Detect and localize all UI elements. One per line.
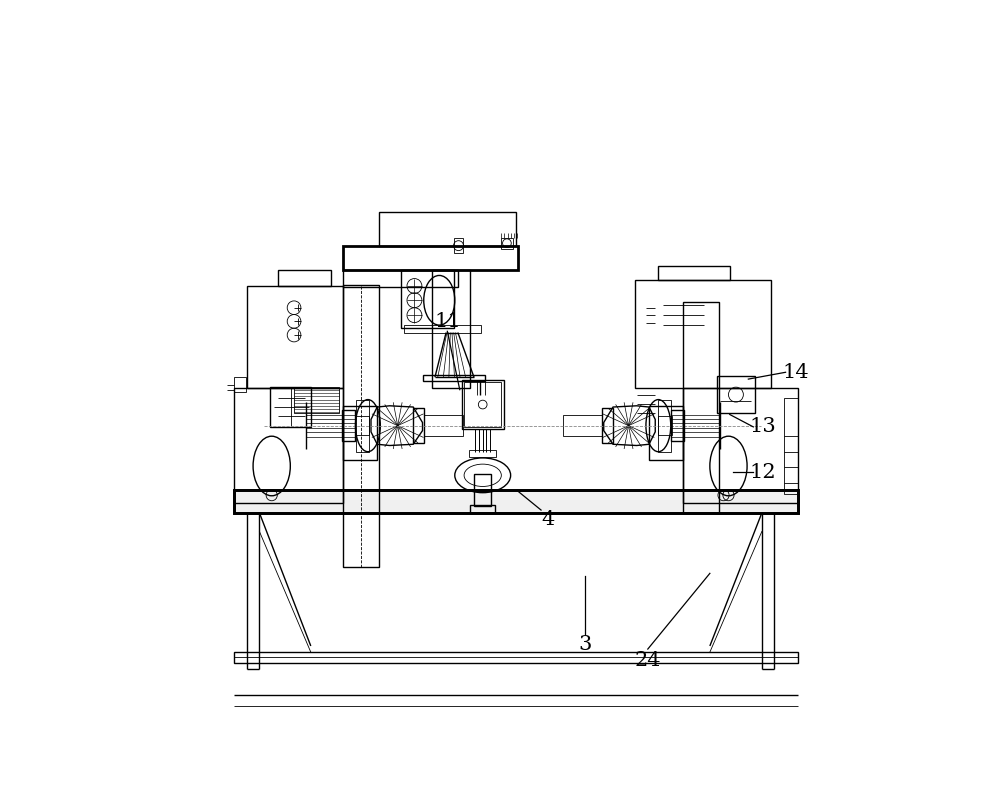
Bar [469, 451, 496, 457]
Bar [563, 415, 602, 436]
Bar [784, 397, 798, 494]
Bar [343, 285, 379, 567]
Bar [462, 380, 504, 430]
Bar [234, 489, 798, 513]
Bar [234, 651, 798, 663]
Bar [356, 400, 369, 451]
Bar [501, 238, 512, 249]
Bar [413, 409, 424, 443]
Text: 3: 3 [578, 634, 592, 654]
Bar [683, 301, 719, 513]
Bar [649, 406, 683, 459]
Bar [379, 211, 516, 246]
Text: 13: 13 [750, 418, 777, 436]
Bar [234, 388, 343, 503]
Bar [401, 271, 454, 327]
Bar [343, 406, 377, 459]
Bar [234, 376, 246, 393]
Bar [635, 280, 771, 388]
Bar [658, 266, 730, 280]
Bar [404, 325, 481, 333]
Text: 4: 4 [542, 510, 555, 530]
Bar [343, 271, 458, 287]
Bar [470, 505, 495, 513]
Text: 12: 12 [750, 463, 777, 482]
Bar [658, 417, 672, 435]
Text: 11: 11 [434, 312, 461, 331]
Bar [294, 387, 339, 413]
Bar [683, 388, 798, 503]
Bar [602, 409, 613, 443]
Bar [247, 286, 343, 388]
Bar [432, 271, 470, 388]
Bar [424, 415, 463, 436]
Bar [342, 410, 355, 441]
Bar [355, 417, 369, 435]
Bar [234, 489, 798, 513]
Text: 24: 24 [635, 650, 661, 670]
Text: 14: 14 [782, 363, 809, 382]
Bar [454, 238, 463, 253]
Bar [717, 376, 755, 413]
Bar [423, 375, 485, 381]
Bar [270, 387, 311, 427]
Bar [343, 246, 518, 271]
Bar [278, 271, 331, 286]
Bar [658, 400, 671, 451]
Bar [464, 382, 501, 427]
Bar [671, 410, 684, 441]
Bar [474, 474, 491, 506]
